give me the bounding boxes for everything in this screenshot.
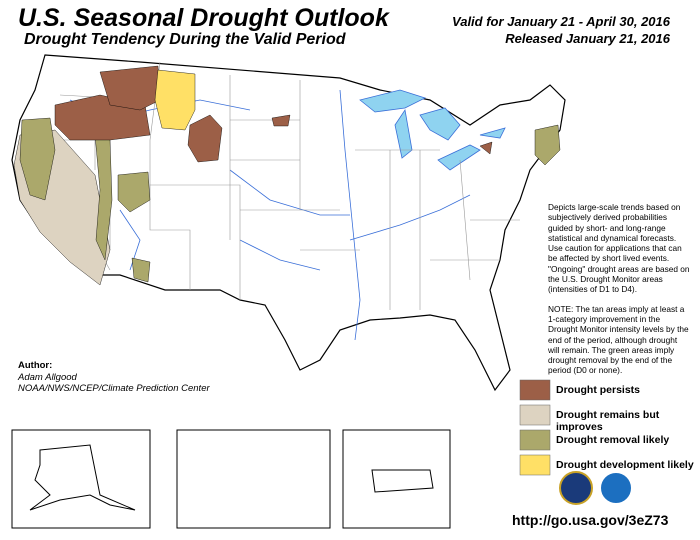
url[interactable]: http://go.usa.gov/3eZ73: [512, 512, 669, 528]
legend-label: Drought persists: [556, 384, 641, 396]
hawaii-box: [176, 429, 331, 529]
legend-swatch: [519, 454, 551, 476]
drought-area: [187, 114, 223, 163]
drought-area: [154, 69, 196, 131]
doc-logo: [559, 471, 593, 505]
description-paragraph: Depicts large-scale trends based on subj…: [548, 202, 690, 295]
legend-label: Drought development likely: [556, 459, 694, 471]
great-lakes: [359, 89, 506, 171]
author-name: Adam Allgood: [18, 371, 77, 383]
noaa-logo: [599, 471, 633, 505]
drought-area: [479, 141, 493, 155]
valid-dates: Valid for January 21 - April 30, 2016: [452, 14, 670, 29]
drought-regions: [13, 65, 561, 521]
drought-area: [19, 117, 56, 201]
legend-swatch: [519, 404, 551, 426]
author-org: NOAA/NWS/NCEP/Climate Prediction Center: [18, 383, 210, 394]
legend-swatch: [519, 429, 551, 451]
subtitle: Drought Tendency During the Valid Period: [24, 31, 346, 48]
drought-area: [117, 171, 151, 213]
alaska: [29, 444, 136, 511]
author: Author: Adam Allgood NOAA/NWS/NCEP/Clima…: [18, 360, 210, 395]
description: Depicts large-scale trends based on subj…: [548, 202, 690, 385]
legend-label: Drought removal likely: [556, 434, 670, 446]
drought-area: [131, 257, 151, 283]
drought-area: [99, 65, 161, 111]
drought-area: [534, 124, 561, 166]
legend-swatch: [519, 379, 551, 401]
insets: [11, 429, 451, 529]
description-paragraph: NOTE: The tan areas imply at least a 1-c…: [548, 303, 689, 376]
legend: [519, 379, 551, 476]
author-label: Author:: [18, 360, 53, 371]
legend-label: Drought remains but improves: [556, 409, 660, 433]
drought-area: [271, 114, 291, 127]
puerto-rico: [371, 469, 434, 493]
title: U.S. Seasonal Drought Outlook: [18, 4, 389, 32]
release-date: Released January 21, 2016: [505, 31, 670, 46]
